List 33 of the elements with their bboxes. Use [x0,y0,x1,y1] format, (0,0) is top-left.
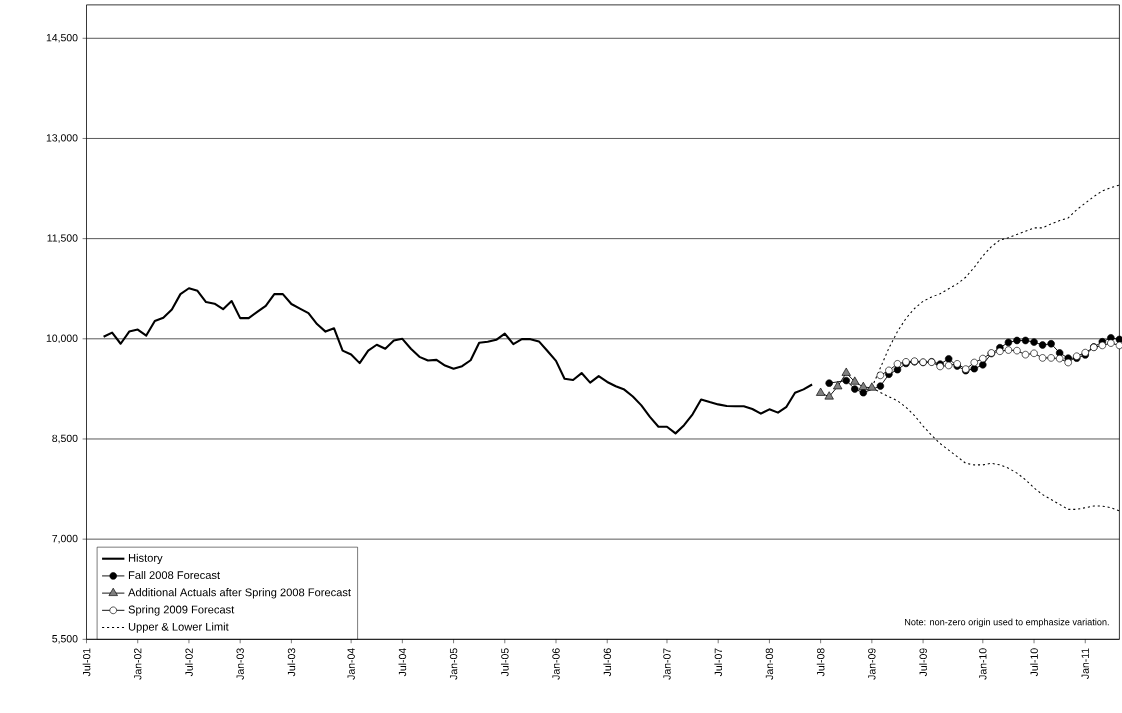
x-tick-label: Jul-04 [398,648,407,677]
y-tick-label: 11,500 [47,234,78,244]
x-tick-label: Jan-07 [663,648,671,680]
x-tick-label: Jul-03 [287,648,296,677]
legend-label: Spring 2009 Forecast [128,605,235,616]
legend-label: Additional Actuals after Spring 2008 Forecast [128,588,351,599]
y-tick-label: 14,500 [46,34,78,43]
x-tick-label: Jul-05 [500,648,509,677]
y-tick-label: 8,500 [52,434,78,444]
x-tick-label: Jan-05 [449,648,458,680]
x-tick-label: Jan-03 [236,648,244,680]
x-tick-label: Jan-09 [868,648,876,680]
legend-label: History [128,553,163,565]
x-tick-label: Jul-02 [185,648,193,677]
x-tick-label: Jul-08 [816,648,825,677]
x-tick-label: Jul-06 [603,648,612,677]
y-tick-label: 7,000 [52,534,78,544]
y-tick-label: 5,500 [52,635,78,644]
x-tick-label: Jan-02 [134,648,142,680]
y-tick-label: 13,000 [46,134,78,143]
legend-label: Fall 2008 Forecast [128,570,220,580]
x-tick-label: Jan-11 [1081,648,1089,679]
x-tick-label: Jul-09 [919,648,927,677]
x-tick-label: Jan-06 [552,648,560,680]
y-tick-label: 10,000 [46,334,78,344]
x-tick-label: Jan-10 [979,648,987,680]
x-tick-label: Jul-10 [1030,648,1038,677]
x-tick-label: Jan-08 [765,648,774,680]
annotation: Note: non-zero origin used to emphasize variation. [905,618,1109,628]
legend-label: Upper & Lower Limit [128,622,229,633]
x-tick-label: Jul-01 [82,648,91,677]
x-tick-label: Jul-07 [714,648,723,677]
x-tick-label: Jan-04 [347,648,355,680]
